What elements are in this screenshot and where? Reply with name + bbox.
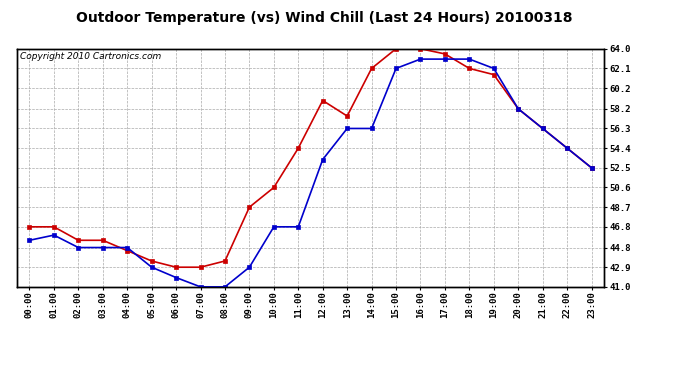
Text: Outdoor Temperature (vs) Wind Chill (Last 24 Hours) 20100318: Outdoor Temperature (vs) Wind Chill (Las… bbox=[76, 11, 573, 25]
Text: Copyright 2010 Cartronics.com: Copyright 2010 Cartronics.com bbox=[20, 53, 161, 62]
